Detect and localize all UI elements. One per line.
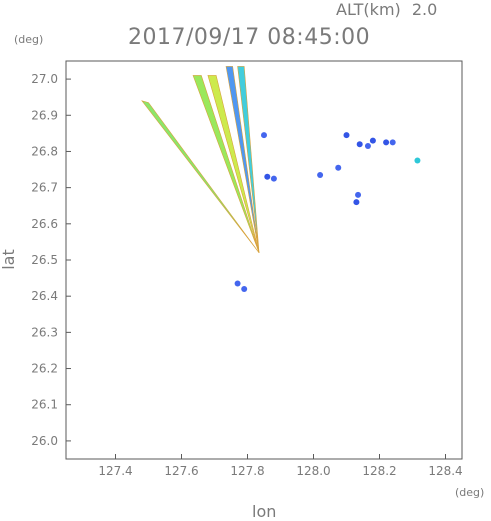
echo-point <box>317 171 324 178</box>
echo-point <box>356 141 363 148</box>
plot-frame <box>65 60 463 460</box>
y-tick-label: 26.7 <box>31 181 58 195</box>
echo-point <box>369 137 376 144</box>
echo-point <box>264 173 271 180</box>
altitude-value: 2.0 <box>411 0 438 19</box>
echo-point <box>343 132 350 139</box>
y-tick-label: 26.5 <box>31 253 58 267</box>
radar-beam <box>141 100 260 253</box>
y-tick-label: 26.9 <box>31 108 58 122</box>
y-axis-label: lat <box>0 249 18 270</box>
deg-unit-y: (deg) <box>14 33 44 46</box>
echo-point <box>364 143 371 150</box>
x-axis: 127.4 127.6 127.8 128.0 128.2 128.4 <box>98 454 463 478</box>
echo-point <box>353 199 360 206</box>
radar-beams <box>141 66 260 253</box>
echo-point <box>241 285 248 292</box>
x-tick-label: 128.0 <box>296 464 330 478</box>
radar-beam <box>207 75 260 253</box>
echo-point <box>389 139 396 146</box>
radar-beam <box>225 66 260 253</box>
y-tick-label: 26.3 <box>31 325 58 339</box>
x-tick-label: 128.2 <box>362 464 396 478</box>
y-axis: 26.0 26.1 26.2 26.3 26.4 26.5 26.6 26.7 26.8 26.9… <box>31 72 71 448</box>
timestamp-title: 2017/09/17 08:45:00 <box>128 25 371 50</box>
y-tick-label: 27.0 <box>31 72 58 86</box>
x-tick-label: 127.8 <box>230 464 264 478</box>
echo-point <box>234 280 241 287</box>
altitude-label: ALT(km) 2.0 <box>336 0 437 19</box>
y-tick-label: 26.2 <box>31 362 58 376</box>
echo-point <box>355 191 362 198</box>
echo-point <box>414 157 421 164</box>
x-tick-label: 128.4 <box>428 464 462 478</box>
deg-unit-x: (deg) <box>455 486 485 499</box>
y-tick-label: 26.0 <box>31 434 58 448</box>
y-tick-label: 26.6 <box>31 217 58 231</box>
radar-beam <box>192 75 260 253</box>
echo-point <box>335 164 342 171</box>
x-axis-label: lon <box>252 502 277 521</box>
y-tick-label: 26.1 <box>31 398 58 412</box>
x-tick-label: 127.6 <box>164 464 198 478</box>
echo-point <box>383 139 390 146</box>
radar-echoes <box>234 132 421 292</box>
echo-point <box>270 175 277 182</box>
y-tick-label: 26.8 <box>31 144 58 158</box>
altitude-label-text: ALT(km) <box>336 0 401 19</box>
y-tick-label: 26.4 <box>31 289 58 303</box>
echo-point <box>261 132 267 139</box>
x-tick-label: 127.4 <box>98 464 132 478</box>
radar-beam <box>237 66 260 253</box>
